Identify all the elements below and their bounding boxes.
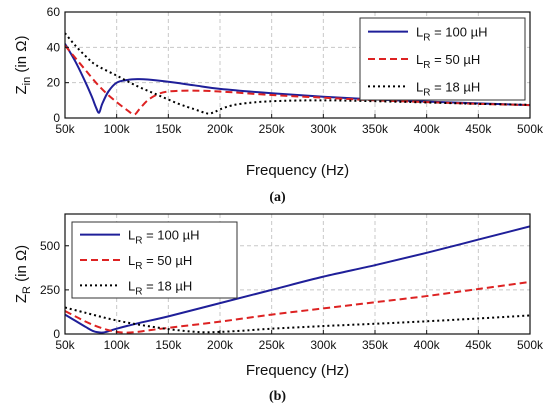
legend-label-1: LR = 50 µH — [128, 253, 192, 272]
chart-a: 50k 100k 150k 200k 250k 300k 350k 400k 450k 500k 0… — [13, 5, 544, 205]
plot-frame — [64, 11, 531, 119]
plot-frame — [64, 213, 531, 335]
legend-label-sub: R — [423, 33, 430, 44]
legend-label-main: L — [416, 52, 423, 67]
y-tick-label: 0 — [53, 327, 60, 341]
series-line-2 — [65, 306, 530, 334]
y-tick-label: 20 — [47, 76, 61, 90]
x-axis-label: Frequency (Hz) — [246, 162, 349, 179]
x-tick-label: 450k — [465, 338, 492, 352]
x-tick-label: 250k — [259, 122, 286, 136]
legend-label-0: LR = 100 µH — [128, 228, 199, 247]
x-tick-label: 100k — [104, 122, 131, 136]
chart-b: 50k 100k 150k 200k 250k 300k 350k 400k 450k 500k 0… — [13, 213, 544, 404]
legend-label-main: L — [416, 79, 423, 94]
x-tick-label: 500k — [517, 122, 544, 136]
legend-label-sub: R — [135, 236, 142, 247]
series-line-0 — [65, 225, 530, 334]
legend-label-rest: = 100 µH — [430, 25, 487, 40]
x-tick-label: 400k — [414, 338, 441, 352]
legend-label-0: LR = 100 µH — [416, 25, 487, 44]
series-group — [65, 225, 530, 334]
legend-label-2: LR = 18 µH — [416, 79, 480, 98]
legend-label-rest: = 18 µH — [430, 79, 480, 94]
figure-caption: (b) — [269, 389, 286, 404]
y-axis-label-main: Z — [13, 294, 30, 303]
y-axis-label-rest: (in Ω) — [13, 36, 30, 77]
y-tick-label: 0 — [53, 111, 60, 125]
y-axis-label-main: Z — [13, 85, 30, 94]
y-tick-label: 60 — [47, 5, 61, 19]
y-axis-label-sub: R — [21, 286, 33, 294]
x-tick-label: 100k — [104, 338, 131, 352]
legend-label-rest: = 100 µH — [142, 228, 199, 243]
x-tick-label: 150k — [155, 122, 182, 136]
series-line-2 — [65, 32, 530, 115]
y-tick-label: 40 — [47, 40, 61, 54]
legend-label-main: L — [416, 25, 423, 40]
legend-label-sub: R — [423, 87, 430, 98]
y-tick-label: 500 — [40, 239, 60, 253]
legend-label-sub: R — [135, 286, 142, 297]
x-tick-label: 200k — [207, 338, 234, 352]
y-axis-label: ZR (in Ω) — [13, 245, 33, 303]
legend-label-main: L — [128, 253, 135, 268]
y-tick-label: 250 — [40, 283, 60, 297]
legend-label-main: L — [128, 278, 135, 293]
x-tick-label: 350k — [362, 122, 389, 136]
x-tick-label: 450k — [465, 122, 492, 136]
x-axis-label: Frequency (Hz) — [246, 362, 349, 379]
x-tick-label: 200k — [207, 122, 234, 136]
y-axis-label-rest: (in Ω) — [13, 245, 30, 286]
legend-label-sub: R — [423, 60, 430, 71]
legend-label-sub: R — [135, 261, 142, 272]
x-tick-label: 350k — [362, 338, 389, 352]
x-tick-label: 250k — [259, 338, 286, 352]
legend-label-rest: = 18 µH — [142, 278, 192, 293]
legend-label-rest: = 50 µH — [142, 253, 192, 268]
series-line-1 — [65, 280, 530, 334]
legend-label-rest: = 50 µH — [430, 52, 480, 67]
legend-label-2: LR = 18 µH — [128, 278, 192, 297]
x-tick-label: 50k — [55, 122, 75, 136]
x-tick-label: 300k — [310, 338, 337, 352]
x-tick-label: 400k — [414, 122, 441, 136]
legend-label-main: L — [128, 228, 135, 243]
x-tick-label: 150k — [155, 338, 182, 352]
x-tick-label: 300k — [310, 122, 337, 136]
figure-caption: (a) — [269, 190, 286, 205]
x-tick-label: 500k — [517, 338, 544, 352]
y-axis-label: Zin (in Ω) — [13, 36, 33, 95]
y-axis-label-sub: in — [21, 77, 33, 86]
x-tick-label: 50k — [55, 338, 75, 352]
legend-label-1: LR = 50 µH — [416, 52, 480, 71]
